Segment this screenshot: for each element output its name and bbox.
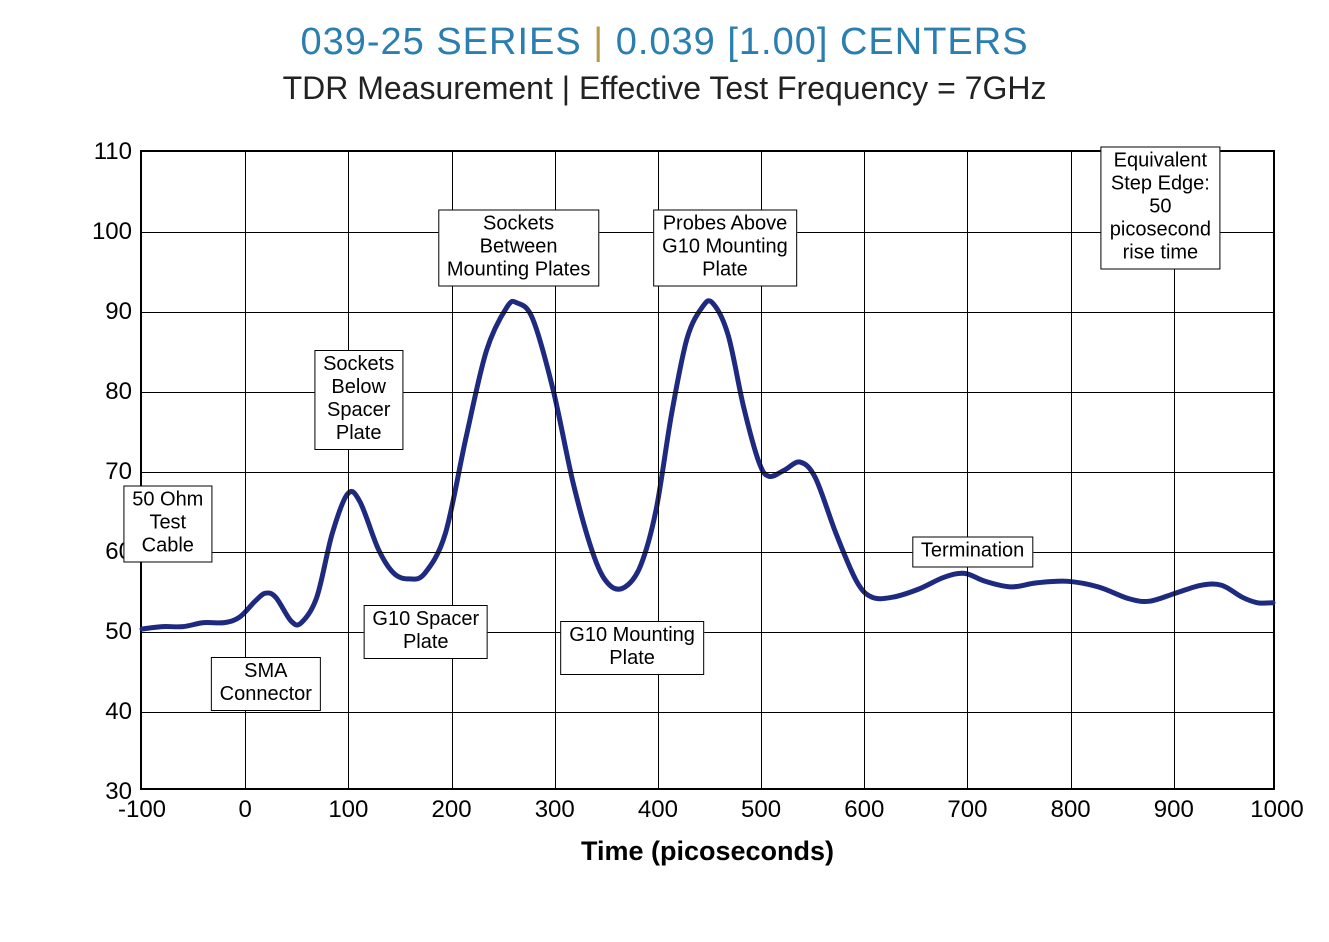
gridline-v (864, 152, 865, 788)
x-tick-label: 700 (947, 796, 987, 824)
x-axis-label: Time (picoseconds) (581, 836, 834, 867)
x-tick-label: 0 (238, 796, 251, 824)
gridline-h (142, 712, 1273, 713)
x-tick-label: 900 (1154, 796, 1194, 824)
y-tick-label: 30 (105, 778, 132, 806)
y-tick-label: 90 (105, 298, 132, 326)
gridline-h (142, 472, 1273, 473)
gridline-v (348, 152, 349, 788)
y-tick-label: 80 (105, 378, 132, 406)
y-tick-label: 40 (105, 698, 132, 726)
gridline-h (142, 392, 1273, 393)
x-tick-label: 400 (638, 796, 678, 824)
main-title: 039-25 SERIES | 0.039 [1.00] CENTERS (20, 20, 1309, 66)
x-tick-label: 100 (328, 796, 368, 824)
title-block: 039-25 SERIES | 0.039 [1.00] CENTERS TDR… (20, 20, 1309, 107)
annotation-box: SMAConnector (211, 657, 321, 711)
plot-area: Time (picoseconds) Impedance (Ohms) -100… (140, 150, 1275, 790)
gridline-h (142, 312, 1273, 313)
gridline-h (142, 552, 1273, 553)
annotation-box: SocketsBetweenMounting Plates (438, 210, 599, 287)
annotation-box: Equivalent Step Edge:50 picosecond rise … (1101, 147, 1220, 270)
y-tick-label: 100 (92, 218, 132, 246)
annotation-box: Termination (912, 537, 1033, 568)
title-series: 039-25 SERIES (300, 21, 581, 63)
y-tick-label: 50 (105, 618, 132, 646)
x-tick-label: 1000 (1250, 796, 1303, 824)
gridline-v (967, 152, 968, 788)
annotation-box: SocketsBelowSpacerPlate (314, 350, 403, 450)
title-separator: | (593, 21, 604, 63)
x-tick-label: 300 (535, 796, 575, 824)
gridline-v (1071, 152, 1072, 788)
x-tick-label: 200 (432, 796, 472, 824)
x-tick-label: 600 (844, 796, 884, 824)
subtitle: TDR Measurement | Effective Test Frequen… (20, 70, 1309, 107)
x-tick-label: 500 (741, 796, 781, 824)
annotation-box: G10 MountingPlate (560, 621, 704, 675)
annotation-box: Probes AboveG10 MountingPlate (653, 210, 797, 287)
chart-container: 039-25 SERIES | 0.039 [1.00] CENTERS TDR… (20, 20, 1309, 922)
annotation-box: 50 OhmTestCable (123, 486, 212, 563)
title-centers: 0.039 [1.00] CENTERS (616, 21, 1029, 63)
x-tick-label: 800 (1051, 796, 1091, 824)
annotation-box: G10 SpacerPlate (363, 605, 488, 659)
y-tick-label: 70 (105, 458, 132, 486)
gridline-h (142, 632, 1273, 633)
y-tick-label: 110 (94, 138, 132, 166)
